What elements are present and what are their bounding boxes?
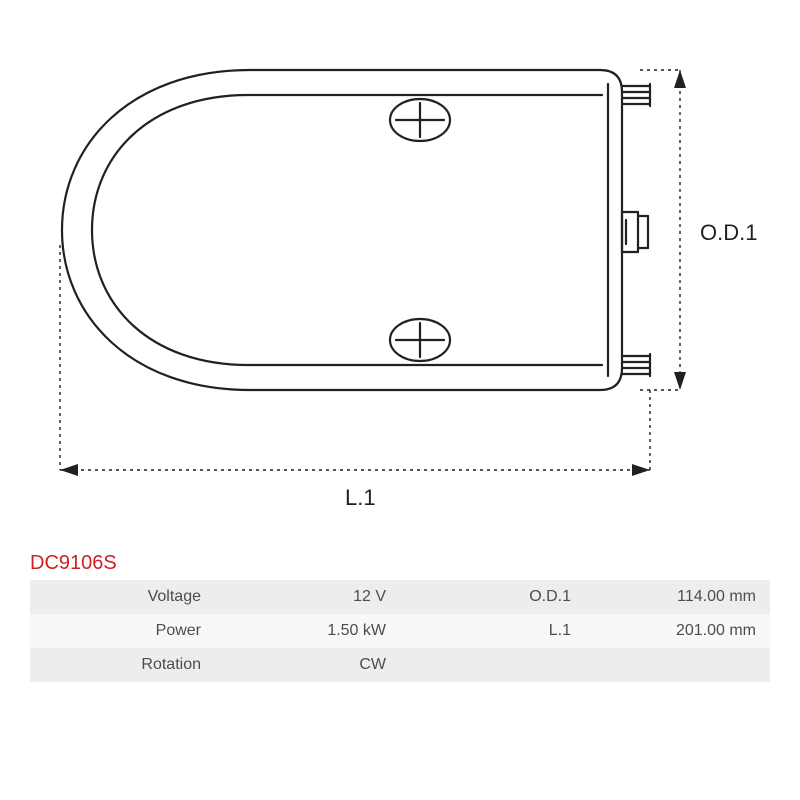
technical-drawing: O.D.1 L.1 <box>0 0 800 540</box>
spec-value: 1.50 kW <box>215 614 400 648</box>
spec-value: 201.00 mm <box>585 614 770 648</box>
spec-label: Rotation <box>30 648 215 682</box>
dimension-label-l1: L.1 <box>345 485 376 511</box>
spec-value: CW <box>215 648 400 682</box>
product-code: DC9106S <box>30 552 117 575</box>
spec-label: Voltage <box>30 580 215 614</box>
spec-label: L.1 <box>400 614 585 648</box>
spec-value: 114.00 mm <box>585 580 770 614</box>
table-row: Power 1.50 kW L.1 201.00 mm <box>30 614 770 648</box>
spec-value <box>585 648 770 682</box>
spec-value: 12 V <box>215 580 400 614</box>
spec-label <box>400 648 585 682</box>
spec-label: Power <box>30 614 215 648</box>
dimension-label-od1: O.D.1 <box>700 220 757 246</box>
spec-table: Voltage 12 V O.D.1 114.00 mm Power 1.50 … <box>30 580 770 682</box>
table-row: Rotation CW <box>30 648 770 682</box>
table-row: Voltage 12 V O.D.1 114.00 mm <box>30 580 770 614</box>
spec-label: O.D.1 <box>400 580 585 614</box>
